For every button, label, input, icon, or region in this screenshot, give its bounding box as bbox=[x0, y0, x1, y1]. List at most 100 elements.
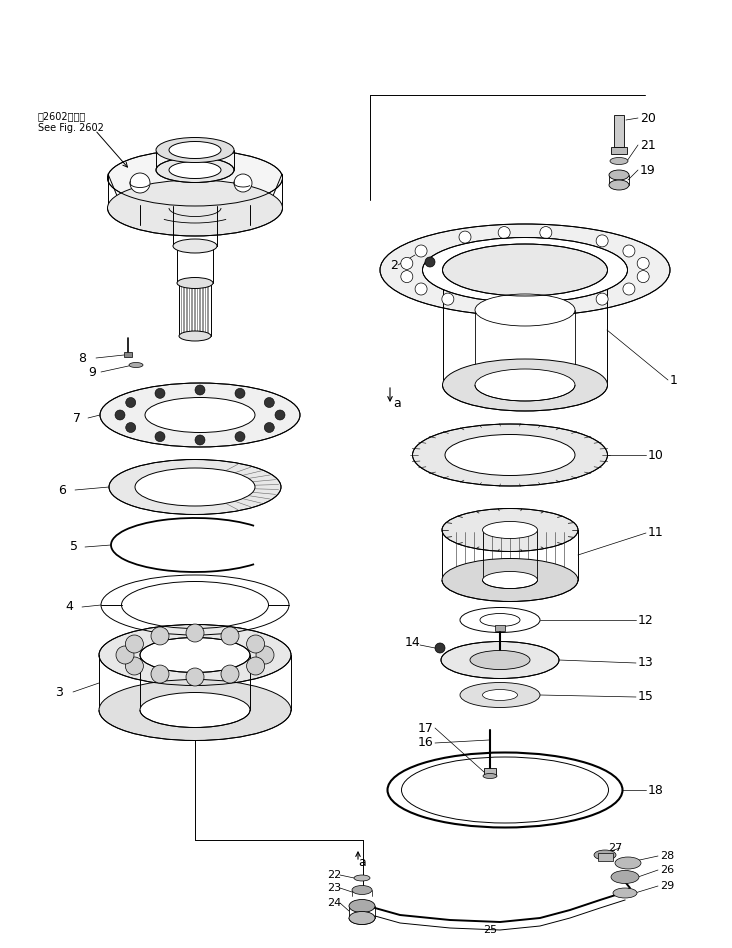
Circle shape bbox=[442, 293, 454, 305]
Bar bbox=[484, 768, 496, 776]
Bar bbox=[124, 352, 132, 357]
Ellipse shape bbox=[140, 692, 250, 727]
Circle shape bbox=[401, 258, 413, 269]
Ellipse shape bbox=[482, 521, 537, 538]
Circle shape bbox=[498, 227, 510, 239]
Ellipse shape bbox=[483, 774, 497, 778]
Text: 8: 8 bbox=[78, 352, 86, 364]
Bar bbox=[598, 853, 613, 861]
Text: 9: 9 bbox=[88, 366, 96, 378]
Text: 29: 29 bbox=[660, 881, 674, 891]
Circle shape bbox=[539, 227, 552, 239]
Circle shape bbox=[151, 665, 169, 684]
Circle shape bbox=[151, 627, 169, 645]
Ellipse shape bbox=[470, 650, 530, 669]
Text: 10: 10 bbox=[648, 448, 664, 462]
Text: 23: 23 bbox=[327, 883, 341, 893]
Ellipse shape bbox=[99, 625, 291, 685]
Ellipse shape bbox=[380, 224, 670, 316]
Ellipse shape bbox=[140, 637, 250, 672]
Text: 4: 4 bbox=[65, 600, 73, 613]
Ellipse shape bbox=[156, 157, 234, 183]
Text: 15: 15 bbox=[638, 690, 654, 703]
Ellipse shape bbox=[615, 857, 641, 869]
Circle shape bbox=[125, 657, 143, 675]
Ellipse shape bbox=[354, 875, 370, 881]
Bar bbox=[614, 115, 624, 147]
Text: 28: 28 bbox=[660, 851, 674, 861]
Circle shape bbox=[275, 410, 285, 420]
Circle shape bbox=[195, 385, 205, 395]
Circle shape bbox=[459, 231, 471, 243]
Circle shape bbox=[596, 293, 608, 305]
Ellipse shape bbox=[169, 161, 221, 178]
Circle shape bbox=[637, 270, 649, 283]
Ellipse shape bbox=[100, 383, 300, 447]
Ellipse shape bbox=[173, 239, 217, 253]
Ellipse shape bbox=[108, 180, 283, 236]
Ellipse shape bbox=[613, 888, 637, 898]
Ellipse shape bbox=[442, 558, 578, 601]
Circle shape bbox=[415, 283, 427, 295]
Text: 第2602図参照: 第2602図参照 bbox=[38, 111, 86, 121]
Ellipse shape bbox=[442, 508, 578, 552]
Ellipse shape bbox=[349, 911, 375, 924]
Circle shape bbox=[401, 270, 413, 283]
Ellipse shape bbox=[422, 238, 627, 302]
Text: 5: 5 bbox=[70, 540, 78, 554]
Text: a: a bbox=[393, 396, 400, 410]
Ellipse shape bbox=[349, 900, 375, 913]
Ellipse shape bbox=[179, 331, 211, 341]
Circle shape bbox=[498, 301, 510, 314]
Ellipse shape bbox=[145, 397, 255, 432]
Text: 27: 27 bbox=[608, 843, 622, 853]
Ellipse shape bbox=[460, 683, 540, 707]
Ellipse shape bbox=[482, 689, 518, 701]
Circle shape bbox=[596, 235, 608, 246]
Circle shape bbox=[435, 643, 445, 653]
Text: 12: 12 bbox=[638, 613, 654, 627]
Ellipse shape bbox=[443, 244, 608, 296]
Ellipse shape bbox=[108, 150, 283, 206]
Circle shape bbox=[116, 646, 134, 664]
Circle shape bbox=[234, 174, 252, 192]
Circle shape bbox=[264, 397, 274, 408]
Circle shape bbox=[623, 283, 635, 295]
Circle shape bbox=[130, 173, 150, 193]
Ellipse shape bbox=[99, 680, 291, 740]
Circle shape bbox=[155, 389, 165, 398]
Text: 21: 21 bbox=[640, 138, 656, 152]
Circle shape bbox=[256, 646, 274, 664]
Circle shape bbox=[247, 657, 265, 675]
Circle shape bbox=[155, 431, 165, 442]
Text: 7: 7 bbox=[73, 411, 81, 425]
Circle shape bbox=[126, 423, 135, 432]
Text: See Fig. 2602: See Fig. 2602 bbox=[38, 123, 104, 133]
Circle shape bbox=[623, 245, 635, 257]
Ellipse shape bbox=[135, 468, 255, 506]
Text: 6: 6 bbox=[58, 483, 66, 497]
Ellipse shape bbox=[609, 170, 629, 180]
Ellipse shape bbox=[169, 141, 221, 158]
Circle shape bbox=[235, 389, 245, 398]
Circle shape bbox=[195, 435, 205, 445]
Text: 26: 26 bbox=[660, 865, 674, 875]
Circle shape bbox=[637, 258, 649, 269]
Text: 17: 17 bbox=[418, 721, 434, 735]
Ellipse shape bbox=[129, 362, 143, 368]
Circle shape bbox=[415, 245, 427, 257]
Ellipse shape bbox=[611, 870, 639, 884]
Text: 13: 13 bbox=[638, 657, 654, 669]
Ellipse shape bbox=[443, 359, 608, 411]
Ellipse shape bbox=[413, 424, 608, 486]
Text: 3: 3 bbox=[55, 685, 63, 699]
Text: a: a bbox=[358, 855, 366, 868]
Ellipse shape bbox=[594, 850, 616, 860]
Ellipse shape bbox=[441, 642, 559, 679]
Ellipse shape bbox=[610, 157, 628, 165]
Ellipse shape bbox=[609, 180, 629, 190]
Ellipse shape bbox=[475, 294, 575, 326]
Ellipse shape bbox=[445, 434, 575, 476]
Ellipse shape bbox=[352, 885, 372, 895]
Circle shape bbox=[126, 397, 135, 408]
